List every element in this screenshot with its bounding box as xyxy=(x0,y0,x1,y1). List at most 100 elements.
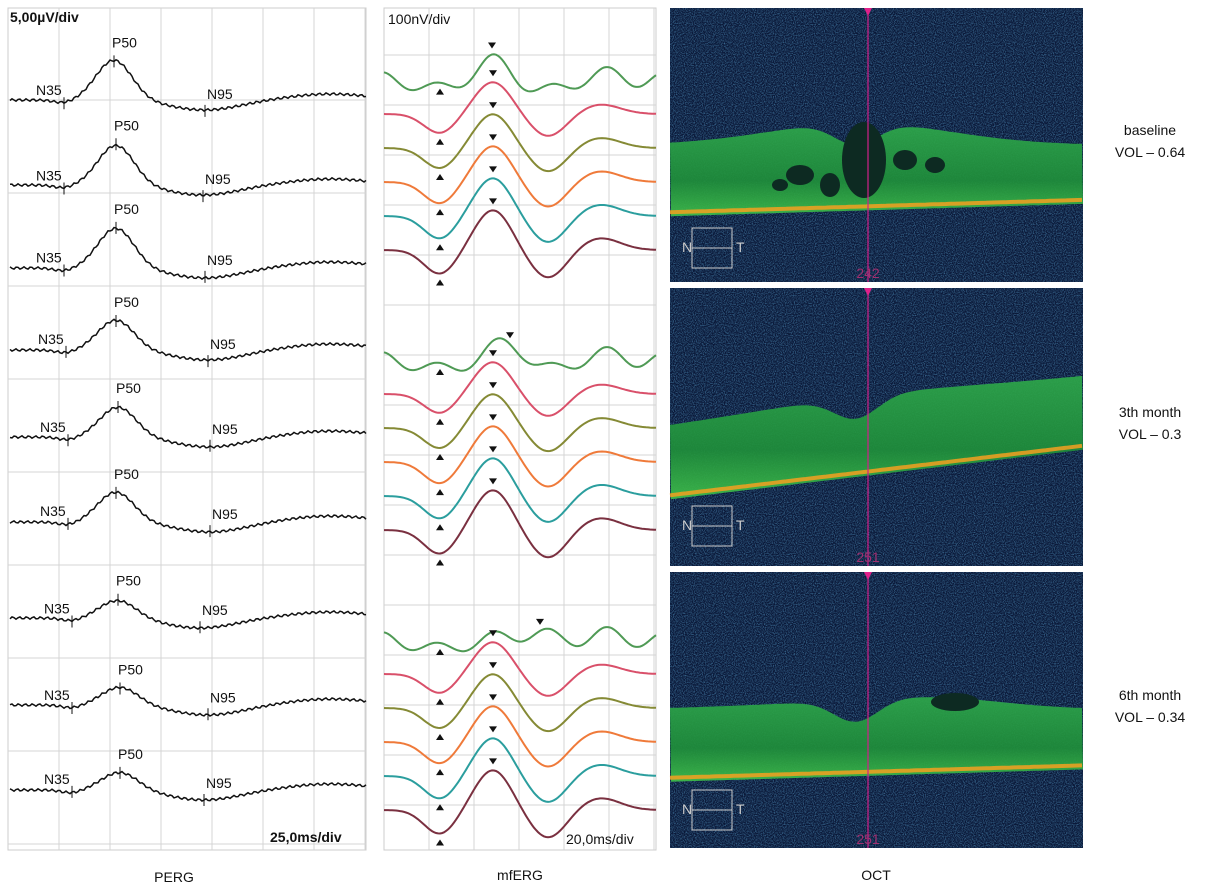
peak-marker xyxy=(488,42,496,49)
trough-marker xyxy=(436,524,444,531)
perg-trace xyxy=(9,598,367,631)
trough-marker xyxy=(436,244,444,251)
retina-layer xyxy=(670,375,1083,500)
peak-label: N35 xyxy=(44,687,70,703)
mferg-trace xyxy=(383,361,657,417)
mferg-scale: 100nV/div xyxy=(388,11,450,27)
mferg-trace xyxy=(383,53,657,93)
visit-label: 6th month xyxy=(1119,687,1181,703)
trough-marker xyxy=(436,453,444,460)
mferg-trace xyxy=(384,769,657,839)
retina-layer xyxy=(670,697,1083,782)
mferg-trace xyxy=(384,209,657,279)
peak-label: N35 xyxy=(40,503,66,519)
peak-marker xyxy=(536,618,544,625)
nasal-label: N xyxy=(682,239,692,255)
temporal-label: T xyxy=(736,517,745,533)
volume-label: VOL – 0.64 xyxy=(1115,144,1186,160)
peak-marker xyxy=(489,350,497,357)
peak-marker xyxy=(489,478,497,485)
trough-marker xyxy=(436,733,444,740)
temporal-label: T xyxy=(736,239,745,255)
cyst xyxy=(931,693,979,711)
mferg-trace xyxy=(384,489,657,559)
perg-trace xyxy=(9,490,367,534)
peak-label: N35 xyxy=(40,419,66,435)
perg-panel xyxy=(7,7,367,851)
peak-marker xyxy=(489,134,497,141)
peak-label: N95 xyxy=(212,421,238,437)
peak-marker xyxy=(489,414,497,421)
cyst xyxy=(925,157,945,173)
mferg-time-scale: 20,0ms/div xyxy=(566,831,634,847)
scan-marker xyxy=(864,288,872,296)
scan-marker xyxy=(864,572,872,580)
trough-marker xyxy=(436,648,444,655)
peak-label: N35 xyxy=(36,82,62,98)
peak-marker xyxy=(489,726,497,733)
peak-label: N95 xyxy=(210,336,236,352)
scan-position: 251 xyxy=(856,831,880,847)
peak-label: N95 xyxy=(210,689,236,705)
peak-marker xyxy=(489,630,497,637)
rpe-line xyxy=(669,763,1083,780)
perg-time-scale: 25,0ms/div xyxy=(270,829,342,845)
peak-label: P50 xyxy=(118,662,143,678)
peak-marker xyxy=(489,758,497,765)
cyst xyxy=(786,165,814,185)
perg-trace xyxy=(9,770,367,803)
trough-marker xyxy=(436,698,444,705)
cyst xyxy=(772,179,788,191)
peak-marker xyxy=(489,102,497,109)
peak-label: N35 xyxy=(44,771,70,787)
peak-label: P50 xyxy=(114,294,139,310)
peak-label: N95 xyxy=(206,775,232,791)
peak-marker xyxy=(489,694,497,701)
trough-marker xyxy=(436,279,444,286)
volume-label: VOL – 0.3 xyxy=(1119,426,1182,442)
visit-label: baseline xyxy=(1124,122,1176,138)
mferg-trace xyxy=(383,113,657,173)
peak-marker xyxy=(489,198,497,205)
peak-label: N95 xyxy=(205,171,231,187)
perg-trace xyxy=(9,318,367,363)
trough-marker xyxy=(436,209,444,216)
perg-trace xyxy=(9,58,367,113)
peak-label: N35 xyxy=(36,167,62,183)
trough-marker xyxy=(436,368,444,375)
cyst xyxy=(842,122,886,198)
scan-marker xyxy=(864,8,872,16)
perg-scale: 5,00µV/div xyxy=(10,9,79,25)
trough-marker xyxy=(436,489,444,496)
caption: OCT xyxy=(861,867,891,883)
scan-position: 251 xyxy=(856,549,880,565)
mferg-trace xyxy=(383,177,657,243)
peak-label: P50 xyxy=(118,746,143,762)
mferg-trace xyxy=(383,673,657,733)
peak-label: N95 xyxy=(202,602,228,618)
peak-label: P50 xyxy=(114,201,139,217)
peak-label: N35 xyxy=(36,249,62,265)
peak-label: N95 xyxy=(207,86,233,102)
peak-marker xyxy=(506,332,514,339)
mferg-trace xyxy=(383,457,657,523)
peak-label: N35 xyxy=(44,601,70,617)
mferg-trace xyxy=(383,145,657,208)
rpe-line xyxy=(669,197,1083,215)
cyst xyxy=(820,173,840,197)
perg-trace xyxy=(9,405,367,449)
mferg-trace xyxy=(383,393,657,453)
perg-trace xyxy=(9,143,367,197)
peak-label: P50 xyxy=(114,466,139,482)
mferg-trace xyxy=(383,737,657,803)
mferg-trace xyxy=(383,705,657,768)
rpe-line xyxy=(669,443,1083,498)
temporal-label: T xyxy=(736,801,745,817)
trough-marker xyxy=(436,173,444,180)
visit-label: 3th month xyxy=(1119,404,1181,420)
perg-trace xyxy=(9,226,367,281)
mferg-trace xyxy=(383,425,657,488)
trough-marker xyxy=(436,418,444,425)
peak-marker xyxy=(489,662,497,669)
peak-marker xyxy=(489,446,497,453)
